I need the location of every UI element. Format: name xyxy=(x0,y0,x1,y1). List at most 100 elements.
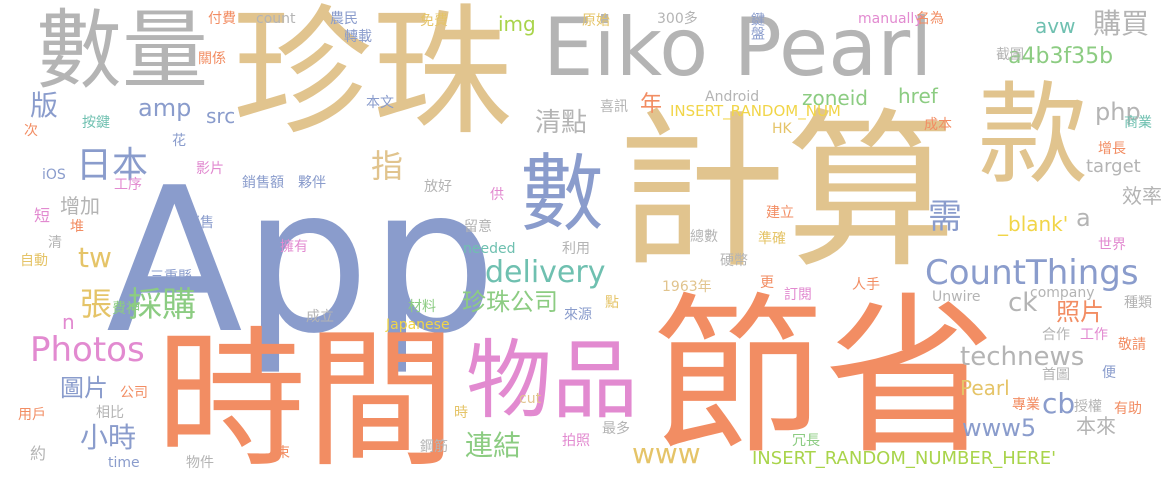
word-link: 連結 xyxy=(465,429,522,462)
word-item: 物品 xyxy=(466,331,638,431)
word-video: 影片 xyxy=(196,161,224,177)
word-take-photo: 拍照 xyxy=(562,433,590,449)
word-world: 世界 xyxy=(1098,237,1126,253)
word-article: 本文 xyxy=(366,95,394,111)
word-zoneid: zoneid xyxy=(802,86,868,110)
word-place: 放好 xyxy=(424,179,452,195)
word-hour-short: 時 xyxy=(454,405,468,421)
word-save: 節省 xyxy=(652,277,996,478)
word-more: 更 xyxy=(760,275,774,291)
word-count-en: count xyxy=(256,11,296,27)
word-refer: 指 xyxy=(371,147,404,185)
word-paid: 付費 xyxy=(208,11,236,27)
word-spend: 花 xyxy=(172,133,186,149)
word-supply: 供 xyxy=(490,187,504,203)
word-time: 時間 xyxy=(156,314,457,482)
word-object: 物件 xyxy=(186,455,214,471)
word-partner: 夥伴 xyxy=(298,175,326,191)
word-android: Android xyxy=(705,89,760,105)
word-photos: Photos xyxy=(30,330,145,370)
word-cb: cb xyxy=(1042,387,1076,420)
word-amp: amp xyxy=(138,94,192,122)
word-times: 次 xyxy=(24,123,38,139)
word-n: n xyxy=(62,310,75,334)
word-cooperate: 合作 xyxy=(1042,327,1070,343)
word-delivery: delivery xyxy=(485,255,606,290)
word-edition: 版 xyxy=(30,89,59,122)
word-cover-image: 首圖 xyxy=(1042,367,1070,383)
word-manually: manually xyxy=(858,11,923,27)
word-named: 名為 xyxy=(916,11,944,27)
word-technews: technews xyxy=(960,342,1085,372)
word-short: 短 xyxy=(34,206,51,225)
word-cost: 成本 xyxy=(924,117,952,133)
word-a4b3f35b: a4b3f35b xyxy=(1008,44,1114,69)
word-helpful: 有助 xyxy=(1114,401,1142,417)
word-bundle: 束 xyxy=(276,445,290,461)
word-originally: 本來 xyxy=(1076,414,1116,438)
word-farmer: 農民 xyxy=(330,11,358,27)
word-year: 年 xyxy=(640,92,663,117)
word-effort: 費神 xyxy=(112,301,140,317)
word-cut: cut xyxy=(519,391,542,407)
word-company-zh: 公司 xyxy=(120,385,148,401)
word-automatic: 自動 xyxy=(20,253,48,269)
word-most: 最多 xyxy=(602,421,630,437)
word-business: 商業 xyxy=(1124,115,1152,131)
word-clear: 清 xyxy=(48,235,62,251)
word-style: 款 xyxy=(978,71,1088,199)
word-subscribe: 訂閱 xyxy=(784,287,812,303)
word-src: src xyxy=(206,104,236,128)
word-company: company xyxy=(1030,285,1095,301)
word-efficiency: 效率 xyxy=(1122,184,1162,208)
word-original: 原始 xyxy=(582,13,610,29)
word-free: 免費 xyxy=(420,13,448,29)
word-inventory: 清點 xyxy=(535,108,588,138)
word-good-news: 喜訊 xyxy=(600,99,628,115)
word-pearl-company: 珍珠公司 xyxy=(462,288,558,316)
word-relation: 關係 xyxy=(198,51,226,67)
word-repost: 轉載 xyxy=(344,29,372,45)
word-time-en: time xyxy=(108,455,140,471)
word-www5: www5 xyxy=(962,414,1037,442)
word-quantity: 數量 xyxy=(36,1,208,101)
word-utilize: 利用 xyxy=(562,241,590,257)
word-about: 約 xyxy=(30,444,47,463)
word-sales-amount: 銷售額 xyxy=(242,175,284,191)
word-keypress: 按鍵 xyxy=(82,115,110,131)
word-total: 總數 xyxy=(690,229,718,245)
word-own: 擁有 xyxy=(280,239,308,255)
word-sheet: 張 xyxy=(80,285,113,323)
word-ck: ck xyxy=(1008,288,1038,318)
word-blank: _blank' xyxy=(998,212,1069,236)
word-process: 工序 xyxy=(114,177,142,193)
word-keyboard: 鍵盤 xyxy=(749,12,765,40)
word-tw: tw xyxy=(78,241,112,274)
word-pile: 堆 xyxy=(70,219,84,235)
word-hour: 小時 xyxy=(80,421,137,454)
word-founded: 成立 xyxy=(306,309,334,325)
word-establish: 建立 xyxy=(766,205,794,221)
word-lengthy: 冗長 xyxy=(792,433,820,449)
word-eiko-pearl: Eiko Pearl xyxy=(543,1,933,94)
word-img: img xyxy=(498,12,536,36)
word-japanese: Japanese xyxy=(386,317,450,333)
word-1963-year: 1963年 xyxy=(662,279,712,295)
word-image: 圖片 xyxy=(60,374,108,402)
word-increase: 增加 xyxy=(60,194,100,218)
word-app: App xyxy=(106,145,497,378)
word-user: 用戶 xyxy=(18,407,46,423)
word-pearl: 珍珠 xyxy=(232,0,513,155)
word-accurate: 準確 xyxy=(758,231,786,247)
word-target: target xyxy=(1086,156,1141,177)
word-japan: 日本 xyxy=(76,145,149,186)
word-href: href xyxy=(898,84,938,108)
word-manpower: 人手 xyxy=(852,277,880,293)
word-300-plus: 300多 xyxy=(657,11,698,27)
word-count: 數 xyxy=(520,145,605,243)
word-growth: 增長 xyxy=(1098,141,1126,157)
word-notice: 留意 xyxy=(464,219,492,235)
word-compare: 相比 xyxy=(96,405,124,421)
word-www: www xyxy=(632,437,701,470)
